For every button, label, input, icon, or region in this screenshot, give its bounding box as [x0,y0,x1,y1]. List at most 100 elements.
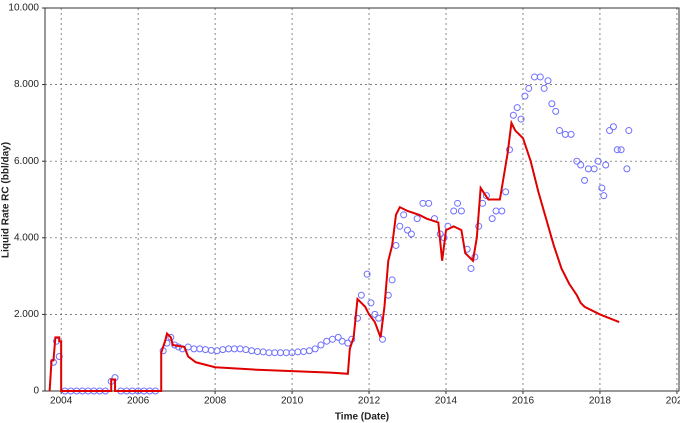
data-point [606,127,614,135]
data-point [248,347,256,355]
data-point [400,211,408,219]
data-point [613,146,621,154]
data-point [225,345,233,353]
data-point [498,207,506,215]
data-point [338,337,346,345]
x-tick-label: 2014 [435,396,458,407]
y-tick-label: 0 [33,386,39,397]
data-point [617,146,625,154]
data-point [598,184,606,192]
data-point [367,299,375,307]
y-axis-title: Liquid Rate RC (bbl/day) [1,142,12,258]
x-tick-label: 2010 [281,396,304,407]
x-tick-label: 2020 [666,396,680,407]
y-tick-label: 8.000 [14,79,39,90]
data-point [425,199,433,207]
data-point [590,165,598,173]
data-point [567,130,575,138]
data-point [525,84,533,92]
data-point [277,349,285,357]
data-point [584,165,592,173]
data-point [513,104,521,112]
data-point [207,346,215,354]
data-point [540,84,548,92]
data-point [482,192,490,200]
data-point [521,92,529,100]
data-point [294,348,302,356]
data-point [561,130,569,138]
data-point [379,335,387,343]
plot-frame [44,7,680,392]
data-point [506,146,514,154]
x-tick-label: 2018 [589,396,612,407]
y-tick-label: 10.000 [8,3,39,14]
data-point [392,241,400,249]
data-point [300,348,308,356]
data-point [236,345,244,353]
data-line [48,119,620,392]
x-tick-label: 2008 [204,396,227,407]
data-point [311,345,319,353]
data-point [502,188,510,196]
data-point [317,341,325,349]
data-point [517,115,525,123]
data-point [509,111,517,119]
x-tick-label: 2004 [50,396,73,407]
data-point [271,349,279,357]
data-point [388,276,396,284]
data-point [190,345,198,353]
data-point [357,291,365,299]
data-point [371,310,379,318]
data-point [594,157,602,165]
data-point [407,230,415,238]
data-point [457,207,465,215]
x-tick-label: 2006 [127,396,150,407]
data-point [363,270,371,278]
data-point [536,73,544,81]
data-point [602,161,610,169]
x-tick-label: 2012 [358,396,381,407]
data-point [196,345,204,353]
data-point [265,349,273,357]
data-point [625,127,633,135]
data-point [581,176,589,184]
data-point [213,347,221,355]
data-point [419,199,427,207]
y-tick-label: 4.000 [14,232,39,243]
data-point [328,335,336,343]
data-point [623,165,631,173]
data-point [454,199,462,207]
data-point [55,353,63,361]
data-point [548,100,556,108]
data-point [396,222,404,230]
data-point [375,314,383,322]
y-tick-label: 6.000 [14,156,39,167]
data-point [219,346,227,354]
data-point [413,215,421,223]
data-point [492,207,500,215]
data-point [282,349,290,357]
data-point [556,127,564,135]
data-point [573,157,581,165]
data-point [323,337,331,345]
data-point [577,161,585,169]
data-point [334,333,342,341]
data-point [552,107,560,115]
data-point [353,314,361,322]
data-point [609,123,617,131]
x-axis-title: Time (Date) [335,412,389,423]
data-point [404,226,412,234]
data-point [201,346,209,354]
data-point [230,345,238,353]
data-point [467,264,475,272]
data-point [450,207,458,215]
data-point [544,77,552,85]
y-tick-label: 2.000 [14,309,39,320]
data-point [259,348,267,356]
data-point [242,346,250,354]
data-point [488,215,496,223]
data-point [305,347,313,355]
data-point [531,73,539,81]
data-point [253,348,261,356]
